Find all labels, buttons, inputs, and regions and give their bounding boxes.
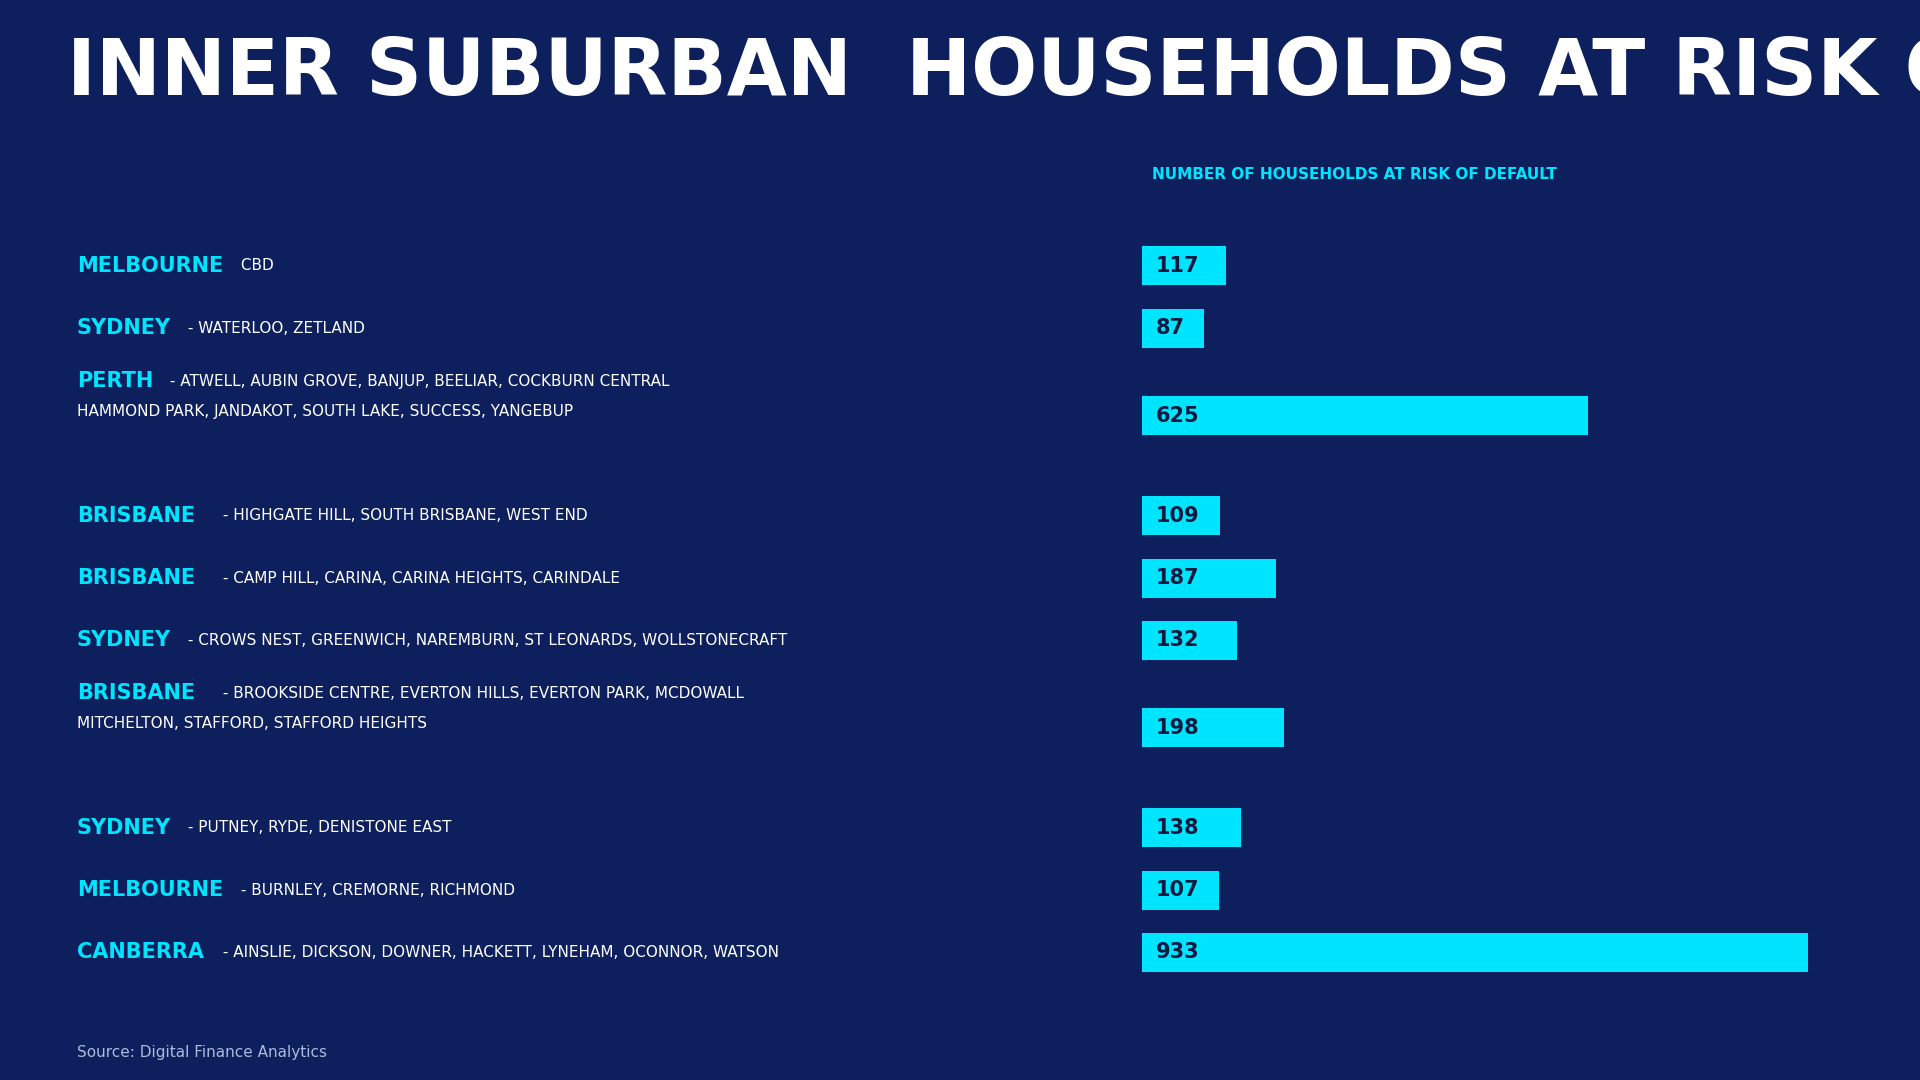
- Text: - CROWS NEST, GREENWICH, NAREMBURN, ST LEONARDS, WOLLSTONECRAFT: - CROWS NEST, GREENWICH, NAREMBURN, ST L…: [182, 633, 787, 648]
- Bar: [1142, 870, 1219, 909]
- Text: INNER SUBURBAN  HOUSEHOLDS AT RISK OF DEFAULT: INNER SUBURBAN HOUSEHOLDS AT RISK OF DEF…: [67, 35, 1920, 111]
- Text: - PUTNEY, RYDE, DENISTONE EAST: - PUTNEY, RYDE, DENISTONE EAST: [182, 820, 451, 835]
- Text: HAMMOND PARK, JANDAKOT, SOUTH LAKE, SUCCESS, YANGEBUP: HAMMOND PARK, JANDAKOT, SOUTH LAKE, SUCC…: [77, 404, 572, 419]
- Text: SYDNEY: SYDNEY: [77, 818, 171, 838]
- Text: BRISBANE: BRISBANE: [77, 684, 196, 703]
- Text: 107: 107: [1156, 880, 1200, 900]
- Text: 933: 933: [1156, 943, 1200, 962]
- Text: BRISBANE: BRISBANE: [77, 505, 196, 526]
- Text: MITCHELTON, STAFFORD, STAFFORD HEIGHTS: MITCHELTON, STAFFORD, STAFFORD HEIGHTS: [77, 716, 426, 731]
- Text: 138: 138: [1156, 818, 1200, 838]
- Text: - HIGHGATE HILL, SOUTH BRISBANE, WEST END: - HIGHGATE HILL, SOUTH BRISBANE, WEST EN…: [219, 508, 588, 523]
- Text: PERTH: PERTH: [77, 372, 154, 391]
- Bar: [1142, 496, 1219, 535]
- Text: - WATERLOO, ZETLAND: - WATERLOO, ZETLAND: [182, 321, 365, 336]
- Bar: [1142, 246, 1225, 285]
- Bar: [1142, 558, 1275, 597]
- Text: SYDNEY: SYDNEY: [77, 319, 171, 338]
- Text: Source: Digital Finance Analytics: Source: Digital Finance Analytics: [77, 1044, 326, 1059]
- Text: - AINSLIE, DICKSON, DOWNER, HACKETT, LYNEHAM, OCONNOR, WATSON: - AINSLIE, DICKSON, DOWNER, HACKETT, LYN…: [219, 945, 780, 960]
- Text: 109: 109: [1156, 505, 1200, 526]
- Text: NUMBER OF HOUSEHOLDS AT RISK OF DEFAULT: NUMBER OF HOUSEHOLDS AT RISK OF DEFAULT: [1152, 167, 1557, 181]
- Text: 625: 625: [1156, 406, 1200, 426]
- Text: 117: 117: [1156, 256, 1200, 276]
- Bar: [1142, 808, 1240, 847]
- Text: BRISBANE: BRISBANE: [77, 568, 196, 588]
- Text: CANBERRA: CANBERRA: [77, 943, 204, 962]
- Text: - BURNLEY, CREMORNE, RICHMOND: - BURNLEY, CREMORNE, RICHMOND: [236, 882, 515, 897]
- Text: MELBOURNE: MELBOURNE: [77, 880, 223, 900]
- Text: - BROOKSIDE CENTRE, EVERTON HILLS, EVERTON PARK, MCDOWALL: - BROOKSIDE CENTRE, EVERTON HILLS, EVERT…: [219, 686, 745, 701]
- Bar: [1142, 708, 1284, 747]
- Text: CBD: CBD: [236, 258, 273, 273]
- Text: SYDNEY: SYDNEY: [77, 631, 171, 650]
- Bar: [1142, 396, 1588, 435]
- Text: 187: 187: [1156, 568, 1200, 588]
- Bar: [1142, 933, 1809, 972]
- Text: - CAMP HILL, CARINA, CARINA HEIGHTS, CARINDALE: - CAMP HILL, CARINA, CARINA HEIGHTS, CAR…: [219, 570, 620, 585]
- Text: 198: 198: [1156, 718, 1200, 738]
- Text: 87: 87: [1156, 319, 1185, 338]
- Text: 132: 132: [1156, 631, 1200, 650]
- Text: MELBOURNE: MELBOURNE: [77, 256, 223, 276]
- Bar: [1142, 309, 1204, 348]
- Text: - ATWELL, AUBIN GROVE, BANJUP, BEELIAR, COCKBURN CENTRAL: - ATWELL, AUBIN GROVE, BANJUP, BEELIAR, …: [165, 374, 670, 389]
- Bar: [1142, 621, 1236, 660]
